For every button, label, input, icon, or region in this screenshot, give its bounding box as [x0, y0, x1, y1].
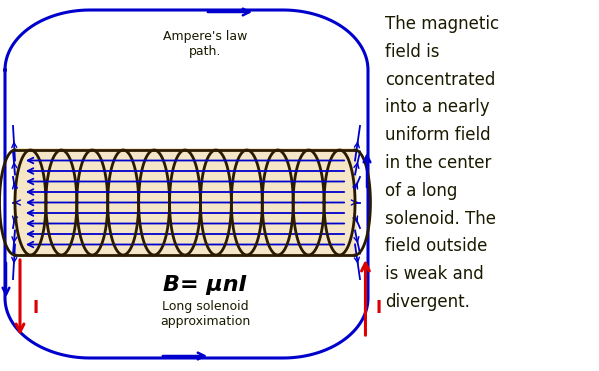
- Text: The magnetic
field is
concentrated
into a nearly
uniform field
in the center
of : The magnetic field is concentrated into …: [385, 15, 499, 311]
- Text: Long solenoid
approximation: Long solenoid approximation: [160, 300, 250, 328]
- Ellipse shape: [138, 150, 170, 255]
- Ellipse shape: [108, 150, 138, 255]
- Ellipse shape: [231, 150, 262, 255]
- Ellipse shape: [46, 150, 77, 255]
- Ellipse shape: [262, 150, 293, 255]
- Ellipse shape: [324, 150, 355, 255]
- Ellipse shape: [77, 150, 108, 255]
- Text: B= μnI: B= μnI: [163, 275, 247, 295]
- Text: I: I: [376, 299, 382, 317]
- Ellipse shape: [170, 150, 201, 255]
- Text: Ampere's law
path.: Ampere's law path.: [163, 30, 247, 58]
- FancyBboxPatch shape: [13, 148, 357, 257]
- Ellipse shape: [201, 150, 231, 255]
- Ellipse shape: [15, 150, 46, 255]
- Text: I: I: [32, 299, 38, 317]
- Ellipse shape: [293, 150, 324, 255]
